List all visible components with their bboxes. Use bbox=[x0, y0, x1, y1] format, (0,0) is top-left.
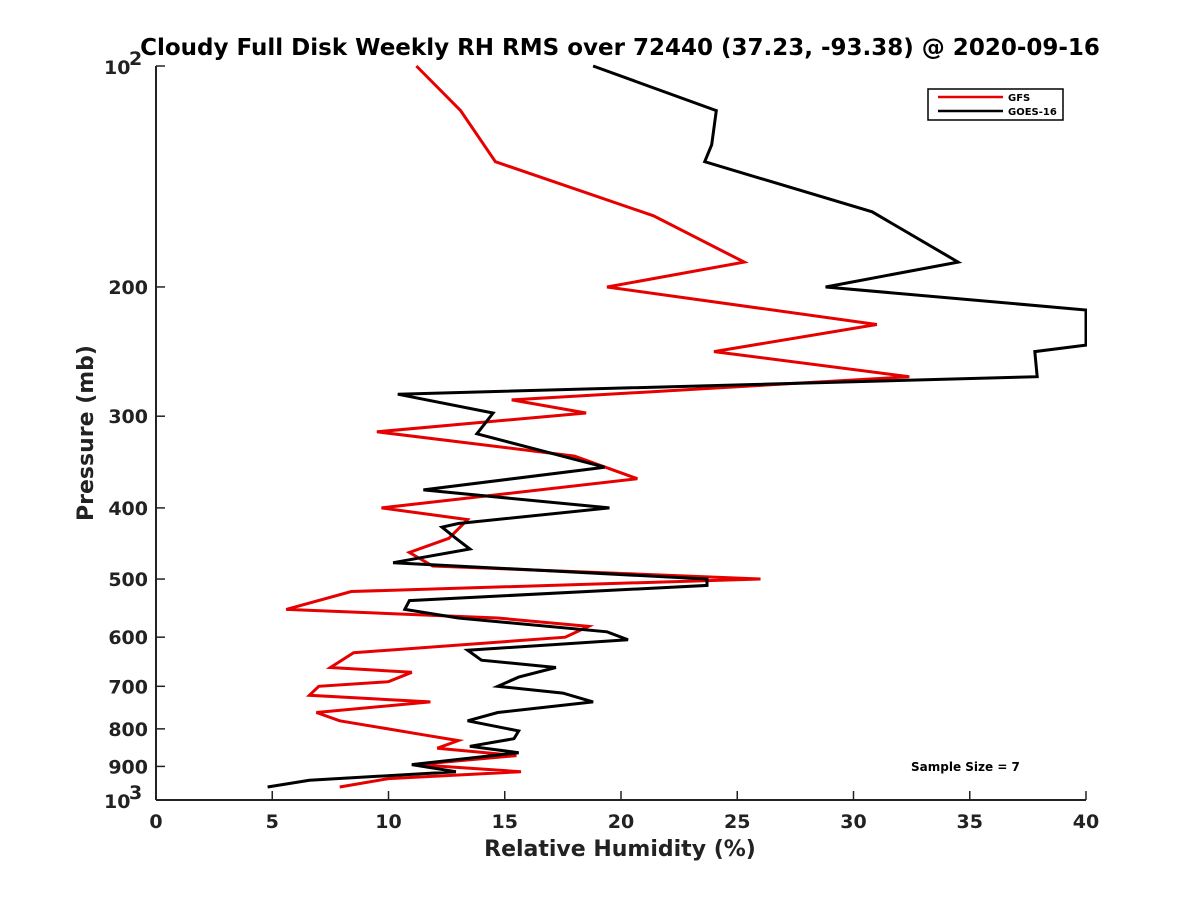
y-tick-label: 500 bbox=[108, 569, 148, 591]
x-tick-label: 35 bbox=[957, 811, 983, 833]
x-tick-label: 5 bbox=[266, 811, 279, 833]
y-tick-label: 600 bbox=[108, 627, 148, 649]
y-tick-label: 700 bbox=[108, 676, 148, 698]
y-axis-title: Pressure (mb) bbox=[74, 345, 99, 521]
x-axis-title: Relative Humidity (%) bbox=[484, 837, 756, 862]
x-tick-label: 15 bbox=[492, 811, 518, 833]
y-tick-label: 400 bbox=[108, 498, 148, 520]
x-tick-label: 10 bbox=[375, 811, 401, 833]
x-tick-label: 25 bbox=[724, 811, 750, 833]
x-tick-label: 40 bbox=[1073, 811, 1099, 833]
legend: GFS GOES-16 bbox=[927, 88, 1064, 121]
y-tick-label-exponent: 3 bbox=[129, 782, 142, 804]
legend-label-gfs: GFS bbox=[1008, 93, 1030, 104]
legend-box bbox=[927, 88, 1064, 121]
series-layer bbox=[267, 64, 1087, 789]
y-tick-label-exponent: 2 bbox=[129, 48, 142, 70]
y-tick-label: 900 bbox=[108, 756, 148, 778]
sample-size-annotation: Sample Size = 7 bbox=[911, 760, 1020, 774]
legend-label-goes-16: GOES-16 bbox=[1008, 107, 1057, 118]
y-tick-label: 800 bbox=[108, 719, 148, 741]
x-tick-label: 30 bbox=[840, 811, 866, 833]
x-tick-label: 20 bbox=[608, 811, 634, 833]
x-axis-ticks: 0 5 10 15 20 25 30 35 40 bbox=[149, 791, 1099, 833]
series-line-gfs bbox=[285, 64, 910, 789]
y-tick-label: 10 bbox=[104, 791, 130, 813]
y-tick-label: 10 bbox=[104, 57, 130, 79]
series-line-goes-16 bbox=[267, 64, 1087, 789]
y-tick-label: 300 bbox=[108, 406, 148, 428]
y-tick-label: 200 bbox=[108, 277, 148, 299]
chart-title: Cloudy Full Disk Weekly RH RMS over 7244… bbox=[140, 35, 1100, 61]
x-tick-label: 0 bbox=[149, 811, 162, 833]
